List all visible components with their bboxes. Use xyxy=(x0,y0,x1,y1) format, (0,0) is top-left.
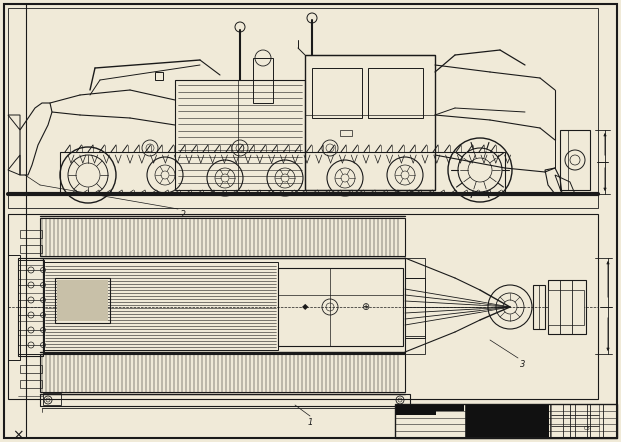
Bar xyxy=(548,290,584,325)
Bar xyxy=(587,426,599,437)
Bar xyxy=(548,280,586,334)
Bar xyxy=(563,415,575,426)
Bar xyxy=(43,262,278,350)
Bar xyxy=(466,405,549,437)
Bar xyxy=(8,255,20,360)
Bar xyxy=(40,394,410,406)
Bar xyxy=(551,404,563,415)
Bar xyxy=(175,80,305,190)
Bar xyxy=(8,214,598,399)
Bar xyxy=(55,278,110,323)
Bar xyxy=(20,245,42,253)
Text: ◆: ◆ xyxy=(302,302,308,312)
Bar xyxy=(57,280,108,321)
Bar xyxy=(396,405,464,411)
Bar xyxy=(340,130,352,136)
Bar xyxy=(563,426,575,437)
Bar xyxy=(20,365,42,373)
Bar xyxy=(43,258,405,353)
Bar xyxy=(405,258,425,278)
Bar xyxy=(575,415,587,426)
Bar xyxy=(60,282,102,317)
Text: ×: × xyxy=(12,428,24,442)
Bar xyxy=(533,285,545,329)
Bar xyxy=(20,230,42,238)
Bar xyxy=(312,68,362,118)
Bar xyxy=(587,415,599,426)
Bar xyxy=(40,218,405,256)
Text: 1: 1 xyxy=(307,418,313,427)
Bar xyxy=(40,354,405,392)
Bar xyxy=(155,72,163,80)
Bar xyxy=(563,404,575,415)
Text: 2: 2 xyxy=(180,210,185,219)
Bar xyxy=(60,152,505,194)
Bar xyxy=(395,404,617,438)
Bar xyxy=(405,336,425,354)
Bar xyxy=(560,130,590,190)
Bar xyxy=(587,404,599,415)
Bar xyxy=(253,58,273,103)
Text: СЗ-: СЗ- xyxy=(584,426,592,431)
Bar xyxy=(368,68,423,118)
Bar xyxy=(305,55,435,190)
Bar xyxy=(278,268,403,346)
Bar xyxy=(18,260,44,354)
Text: 3: 3 xyxy=(520,360,525,369)
Bar xyxy=(18,258,43,356)
Bar xyxy=(405,278,425,338)
Bar xyxy=(396,411,436,415)
Bar xyxy=(551,415,563,426)
Bar xyxy=(20,380,42,388)
Bar xyxy=(43,393,61,405)
Text: ⊕: ⊕ xyxy=(361,302,369,312)
Bar xyxy=(8,8,598,208)
Bar xyxy=(575,404,587,415)
Bar xyxy=(575,426,587,437)
Bar xyxy=(551,426,563,437)
